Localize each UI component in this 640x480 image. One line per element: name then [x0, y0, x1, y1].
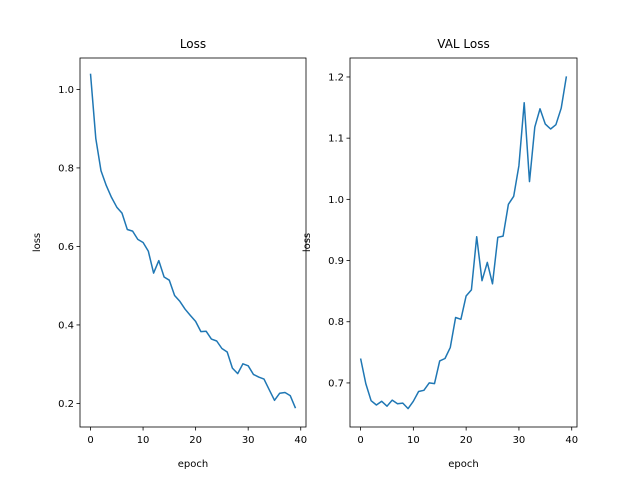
- y-tick-label: 1.2: [328, 72, 344, 83]
- x-tick-label: 30: [242, 435, 255, 446]
- x-axis-label: epoch: [448, 459, 478, 470]
- series-line: [89, 73, 297, 409]
- x-tick-label: 40: [565, 435, 578, 446]
- x-tick-label: 40: [294, 435, 307, 446]
- x-tick-label: 10: [407, 435, 420, 446]
- axes-frame: [349, 57, 578, 428]
- chart-title: Loss: [180, 37, 206, 51]
- y-tick-label: 0.9: [328, 256, 344, 267]
- axes-frame: [79, 57, 307, 428]
- y-tick-label: 0.2: [58, 399, 74, 410]
- chart-title: VAL Loss: [437, 37, 489, 51]
- y-axis-label: loss: [32, 233, 43, 252]
- x-tick-label: 0: [87, 435, 93, 446]
- y-axis-label: loss: [302, 233, 313, 252]
- x-tick-label: 30: [513, 435, 526, 446]
- y-tick-label: 0.8: [58, 163, 74, 174]
- x-tick-label: 0: [357, 435, 363, 446]
- x-tick-label: 10: [137, 435, 150, 446]
- x-axis-label: epoch: [178, 459, 208, 470]
- y-tick-label: 1.1: [328, 134, 344, 145]
- y-tick-label: 1.0: [58, 85, 74, 96]
- x-tick-label: 20: [460, 435, 473, 446]
- y-tick-label: 1.0: [328, 195, 344, 206]
- series-line: [359, 76, 568, 410]
- y-tick-label: 0.4: [58, 320, 74, 331]
- x-tick-label: 20: [189, 435, 202, 446]
- y-tick-label: 0.7: [328, 378, 344, 389]
- y-tick-label: 0.6: [58, 242, 74, 253]
- y-tick-label: 0.8: [328, 317, 344, 328]
